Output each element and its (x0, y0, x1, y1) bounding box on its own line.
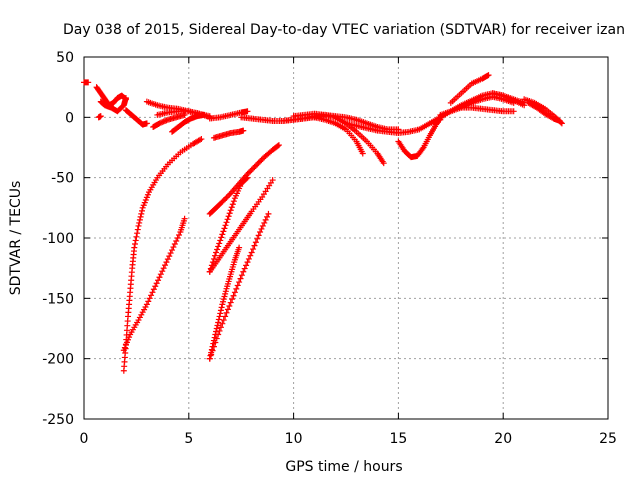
series-arc-r (206, 210, 272, 362)
y-tick-label: -150 (42, 291, 74, 307)
data-point-markers (81, 79, 92, 86)
series-arc-o (206, 174, 251, 275)
series-arc-h (150, 111, 188, 130)
data-point-markers (311, 114, 366, 157)
data-point-markers (95, 113, 104, 121)
series-arc-l (206, 108, 251, 122)
series-arc-j (120, 136, 205, 374)
x-tick-label: 15 (389, 431, 407, 447)
series-arc-m (210, 127, 247, 141)
data-point-markers (210, 127, 247, 141)
plot-frame (83, 56, 609, 420)
chart-title: Day 038 of 2015, Sidereal Day-to-day VTE… (63, 22, 625, 38)
series-arc-ab (437, 104, 517, 118)
axis-ticks: 0 5 10 15 20 25 50 0 -50 -100 -150 -200 -250 (42, 50, 617, 447)
y-tick-label: 0 (65, 110, 74, 126)
series-arc-ac (489, 90, 528, 106)
data-point-markers (447, 72, 492, 106)
series-arc-k (120, 215, 188, 354)
data-point-markers (97, 95, 129, 115)
y-tick-label: -100 (42, 231, 74, 247)
series-arc-i (169, 111, 207, 135)
data-point-markers (437, 104, 517, 118)
y-tick-label: -250 (42, 412, 74, 428)
data-point-markers (489, 90, 528, 106)
data-point-markers (206, 174, 251, 275)
data-point-markers (120, 136, 205, 374)
series-arc-ae (525, 99, 563, 124)
series-arc-z (447, 72, 492, 106)
data-point-markers (169, 111, 207, 135)
series-arc-p (206, 177, 276, 275)
series-arc-x (395, 114, 444, 161)
series-arc-v (311, 114, 366, 157)
data-marks (81, 72, 565, 374)
y-tick-label: -200 (42, 352, 74, 368)
series-arc-d (95, 113, 104, 121)
x-tick-label: 5 (184, 431, 193, 447)
data-point-markers (206, 177, 276, 275)
x-tick-label: 25 (599, 431, 617, 447)
y-axis-label: SDTVAR / TECUs (8, 181, 24, 296)
data-point-markers (150, 111, 188, 130)
y-tick-label: -50 (51, 171, 74, 187)
data-point-markers (525, 99, 563, 124)
series-arc-a (81, 79, 92, 86)
y-tick-label: 50 (56, 50, 74, 66)
series-arc-e (122, 107, 150, 128)
data-point-markers (122, 107, 150, 128)
data-point-markers (395, 114, 444, 161)
data-point-markers (206, 108, 251, 122)
x-tick-label: 20 (494, 431, 512, 447)
series-arc-c (97, 95, 129, 115)
data-point-markers (120, 215, 188, 354)
x-tick-label: 10 (285, 431, 303, 447)
data-point-markers (206, 210, 272, 362)
x-axis-label: GPS time / hours (285, 459, 402, 475)
x-tick-label: 0 (80, 431, 89, 447)
